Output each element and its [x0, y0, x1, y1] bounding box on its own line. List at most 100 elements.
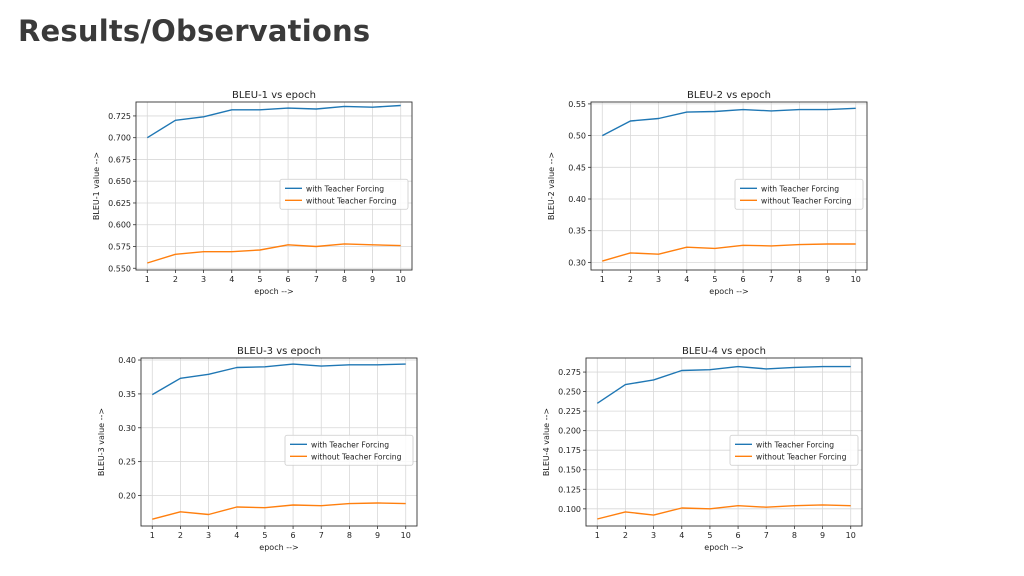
y-tick-label: 0.600: [108, 221, 131, 230]
data-point: [264, 507, 266, 509]
y-tick-label: 0.675: [108, 155, 131, 164]
y-tick-label: 0.250: [558, 388, 581, 397]
y-tick-label: 0.100: [558, 505, 581, 514]
x-tick-label: 8: [347, 531, 352, 540]
data-point: [236, 366, 238, 368]
y-tick-label: 0.625: [108, 199, 131, 208]
legend-label: without Teacher Forcing: [756, 452, 847, 461]
x-axis-label: epoch -->: [254, 287, 293, 296]
series-line-without-teacher-forcing: [147, 243, 401, 264]
y-tick-label: 0.40: [118, 356, 136, 365]
data-point: [765, 368, 767, 370]
data-point: [400, 104, 402, 106]
data-point: [652, 514, 654, 516]
data-point: [798, 108, 800, 110]
x-tick-label: 10: [401, 531, 411, 540]
x-tick-label: 4: [234, 531, 239, 540]
data-point: [850, 365, 852, 367]
plot-frame: [135, 101, 413, 271]
y-tick-label: 0.55: [568, 100, 586, 109]
series-line-with-teacher-forcing: [596, 365, 851, 404]
data-point: [770, 245, 772, 247]
data-point: [146, 262, 148, 264]
data-point: [770, 110, 772, 112]
x-tick-label: 7: [319, 531, 324, 540]
series-line-with-teacher-forcing: [601, 107, 856, 137]
data-point: [287, 107, 289, 109]
data-point: [629, 252, 631, 254]
x-tick-label: 10: [396, 275, 406, 284]
data-point: [601, 134, 603, 136]
data-point: [151, 393, 153, 395]
x-tick-label: 3: [201, 275, 206, 284]
y-axis-label: BLEU-1 value -->: [92, 152, 101, 220]
x-axis-label: epoch -->: [709, 287, 748, 296]
y-tick-label: 0.700: [108, 134, 131, 143]
x-tick-label: 2: [623, 531, 628, 540]
data-point: [742, 244, 744, 246]
x-tick-label: 5: [707, 531, 712, 540]
data-point: [742, 108, 744, 110]
bleu-2-chart: BLEU-2 vs epoch 1 2 3 4 5 6 7 8 9 10 0.30 0.35 0.40 0.…: [545, 88, 875, 300]
x-axis-label: epoch -->: [259, 543, 298, 552]
plot-frame: [590, 101, 868, 271]
data-point: [292, 363, 294, 365]
data-point: [821, 365, 823, 367]
data-point: [320, 365, 322, 367]
plot-frame: [140, 357, 418, 527]
bleu-3-chart: BLEU-3 vs epoch 1 2 3 4 5 6 7 8 9 10 0.20 0.25 0.30 0.…: [95, 344, 425, 556]
chart-title: BLEU-4 vs epoch: [682, 346, 766, 357]
chart-title: BLEU-3 vs epoch: [237, 346, 321, 357]
x-tick-label: 2: [178, 531, 183, 540]
data-point: [174, 253, 176, 255]
data-point: [850, 504, 852, 506]
x-tick-label: 3: [206, 531, 211, 540]
data-point: [343, 243, 345, 245]
legend-box: [734, 178, 864, 210]
data-point: [821, 504, 823, 506]
y-axis-label: BLEU-2 value -->: [547, 152, 556, 220]
series-line-without-teacher-forcing: [152, 502, 406, 520]
data-point: [596, 402, 598, 404]
data-point: [371, 106, 373, 108]
x-tick-label: 2: [173, 275, 178, 284]
data-point: [826, 243, 828, 245]
data-point: [737, 504, 739, 506]
data-point: [596, 518, 598, 520]
bleu-3-chart-svg: BLEU-3 vs epoch 1 2 3 4 5 6 7 8 9 10 0.20 0.25 0.30 0.…: [97, 346, 418, 552]
y-tick-label: 0.150: [558, 466, 581, 475]
y-tick-label: 0.40: [568, 195, 586, 204]
data-point: [855, 107, 857, 109]
bleu-2-chart-svg: BLEU-2 vs epoch 1 2 3 4 5 6 7 8 9 10 0.30 0.35 0.40 0.…: [547, 90, 868, 296]
x-tick-label: 8: [797, 275, 802, 284]
x-tick-label: 7: [769, 275, 774, 284]
x-tick-label: 10: [846, 531, 856, 540]
legend-box: [279, 178, 409, 210]
data-point: [207, 513, 209, 515]
data-point: [405, 502, 407, 504]
legend-label: without Teacher Forcing: [311, 452, 402, 461]
data-point: [174, 119, 176, 121]
x-tick-label: 4: [679, 531, 684, 540]
x-tick-label: 2: [628, 275, 633, 284]
x-tick-label: 3: [651, 531, 656, 540]
legend-label: without Teacher Forcing: [761, 196, 852, 205]
y-tick-label: 0.175: [558, 446, 581, 455]
data-point: [714, 247, 716, 249]
data-point: [624, 511, 626, 513]
chart-title: BLEU-1 vs epoch: [232, 90, 316, 101]
data-point: [376, 364, 378, 366]
legend: with Teacher Forcing without Teacher Forc…: [729, 434, 859, 466]
y-tick-label: 0.275: [558, 368, 581, 377]
legend: with Teacher Forcing without Teacher Forc…: [284, 434, 414, 466]
data-point: [371, 244, 373, 246]
data-point: [629, 120, 631, 122]
data-point: [793, 366, 795, 368]
legend-label: with Teacher Forcing: [311, 440, 389, 449]
y-tick-label: 0.725: [108, 112, 131, 121]
data-point: [202, 116, 204, 118]
x-tick-label: 9: [375, 531, 380, 540]
data-point: [657, 253, 659, 255]
data-point: [151, 518, 153, 520]
y-tick-label: 0.650: [108, 177, 131, 186]
